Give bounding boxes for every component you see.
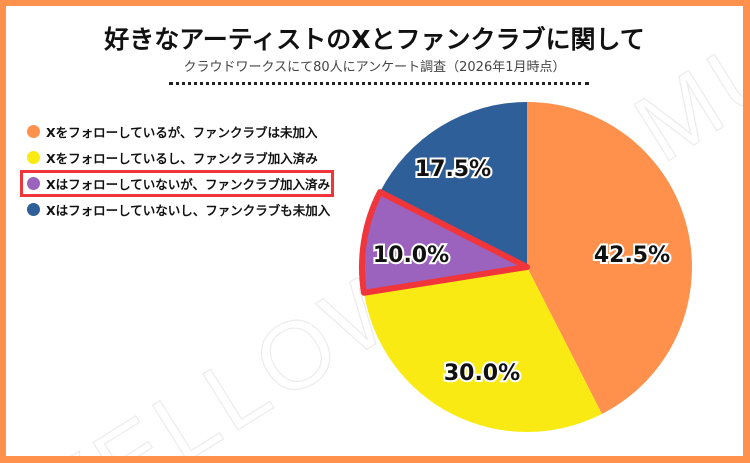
purple-dot-icon <box>27 177 40 190</box>
legend-item-nofollow-fanclub: Xはフォローしていないが、ファンクラブ加入済み <box>20 170 334 197</box>
legend-item-nofollow-no-fanclub: Xはフォローしていないし、ファンクラブも未加入 <box>20 197 330 222</box>
pie-chart: 42.5% 30.0% 10.0% 17.5% <box>359 102 692 432</box>
chart-frame: YELLOW DAY MUSIC 好きなアーティストのXとファンクラブに関して … <box>6 6 743 456</box>
chart-title: 好きなアーティストのXとファンクラブに関して <box>104 25 645 54</box>
orange-dot-icon <box>27 125 40 138</box>
legend-highlight-box <box>20 170 334 197</box>
yellow-dot-icon <box>27 151 40 164</box>
legend-item-follow-no-fanclub: Xをフォローしているが、ファンクラブは未加入 <box>20 119 330 144</box>
slice-nofollow-fanclub <box>359 189 530 296</box>
chart-subtitle: クラウドワークスにて80人にアンケート調査（2026年1月時点） <box>183 60 566 75</box>
dotted-divider <box>169 82 589 85</box>
label-17-5: 17.5% <box>415 157 491 182</box>
slice-follow-fanclub <box>364 267 602 432</box>
legend-label: Xをフォローしているし、ファンクラブ加入済み <box>46 151 318 166</box>
label-10-0: 10.0% <box>373 243 449 268</box>
legend-label: Xをフォローしているが、ファンクラブは未加入 <box>46 125 318 140</box>
label-30-0: 30.0% <box>444 361 520 386</box>
legend-label: Xはフォローしていないし、ファンクラブも未加入 <box>46 203 331 218</box>
legend-item-follow-fanclub: Xをフォローしているし、ファンクラブ加入済み <box>20 145 330 170</box>
legend: Xをフォローしているが、ファンクラブは未加入 Xをフォローしているし、ファンクラ… <box>20 119 334 223</box>
blue-dot-icon <box>27 203 40 216</box>
slice-follow-no-fanclub <box>527 102 692 414</box>
legend-label: Xはフォローしていないが、ファンクラブ加入済み <box>46 177 331 192</box>
slice-nofollow-no-fanclub <box>380 102 527 267</box>
label-42-5: 42.5% <box>594 243 670 268</box>
